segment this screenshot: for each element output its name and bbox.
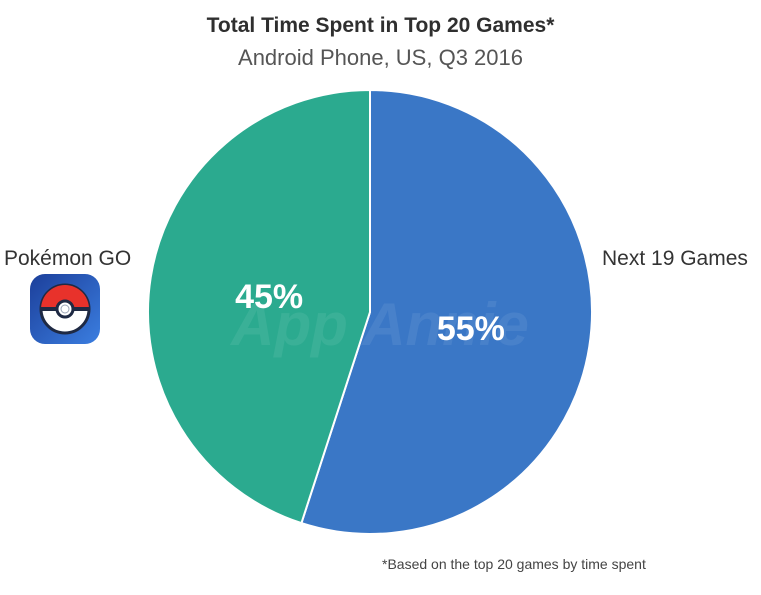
chart-subtitle: Android Phone, US, Q3 2016 <box>238 45 523 70</box>
pie-slice-pok-mon-go <box>147 88 371 525</box>
chart-footnote: *Based on the top 20 games by time spent <box>382 556 646 572</box>
slice-label-next-19-games: Next 19 Games <box>602 247 748 270</box>
chart-title: Total Time Spent in Top 20 Games* <box>206 14 555 37</box>
slice-value-label: 55% <box>437 310 505 348</box>
slice-label-pokemon-go: Pokémon GO <box>4 247 132 270</box>
slice-value-label: 45% <box>235 278 303 316</box>
pie-slice-next-19-games <box>300 88 593 535</box>
pokeball-app-icon <box>30 274 100 344</box>
